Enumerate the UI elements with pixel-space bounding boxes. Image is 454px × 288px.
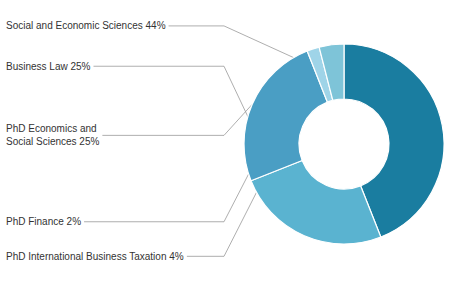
svg-text:PhD Economics and: PhD Economics and [6,123,97,134]
svg-text:PhD International Business Tax: PhD International Business Taxation 4% [6,251,184,262]
svg-text:PhD Finance 2%: PhD Finance 2% [6,216,81,227]
svg-text:Social Sciences 25%: Social Sciences 25% [6,136,99,147]
svg-text:Business Law 25%: Business Law 25% [6,61,91,72]
svg-text:Social and Economic Sciences 4: Social and Economic Sciences 44% [6,20,166,31]
